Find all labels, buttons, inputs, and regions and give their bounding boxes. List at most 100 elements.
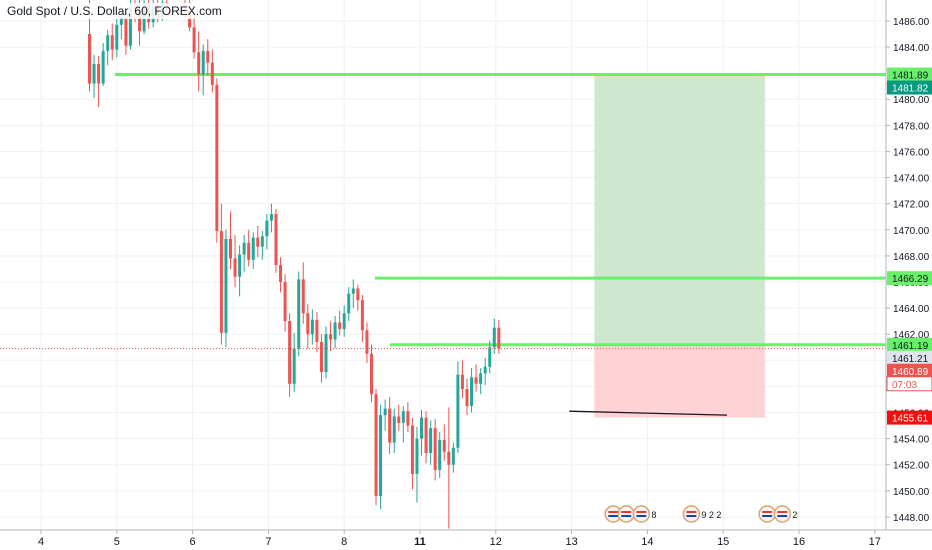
- price-label-badge[interactable]: [887, 350, 932, 365]
- candle-body: [274, 214, 278, 265]
- trend-line[interactable]: [569, 410, 728, 416]
- price-tick-label: 1454.00: [893, 435, 930, 446]
- candle-body: [415, 438, 419, 474]
- flag-stripe: [621, 515, 632, 517]
- candle-body: [369, 353, 373, 395]
- price-tick-label: 1450.00: [893, 487, 930, 498]
- price-label-badge[interactable]: [887, 363, 932, 378]
- time-axis-bg: [0, 530, 932, 550]
- candle-body: [438, 439, 442, 470]
- price-label-text: 1461.21: [892, 354, 929, 365]
- candle-body: [406, 411, 410, 426]
- candle-body: [488, 347, 492, 367]
- candle-body: [197, 52, 201, 75]
- candle-body: [424, 417, 428, 453]
- candle-body: [265, 220, 269, 237]
- price-label-badge[interactable]: [887, 271, 932, 286]
- time-tick-label: 16: [793, 536, 805, 548]
- candle-body: [229, 238, 232, 259]
- flag-icon: [682, 505, 701, 523]
- candle-body: [106, 35, 110, 51]
- candle-body: [356, 288, 360, 301]
- flag-stripe: [636, 511, 647, 513]
- candle-body: [306, 313, 310, 335]
- candle-body: [260, 236, 264, 247]
- candle-body: [465, 389, 469, 406]
- candle-body: [379, 415, 383, 497]
- price-tick-label: 1476.00: [893, 147, 930, 158]
- candle-body: [192, 27, 196, 53]
- candle-body: [279, 265, 283, 282]
- time-tick-label: 17: [869, 536, 881, 548]
- event-markers[interactable]: 5289 2 2332: [604, 505, 797, 523]
- price-label-badge[interactable]: [887, 337, 932, 352]
- event-marker[interactable]: 8: [632, 505, 656, 523]
- event-marker[interactable]: 2: [773, 505, 797, 523]
- long-position-zones[interactable]: [594, 74, 765, 418]
- candle-body: [456, 374, 460, 448]
- price-label-badge[interactable]: [886, 376, 932, 392]
- candle-body: [324, 334, 328, 373]
- candle-body: [251, 237, 255, 260]
- candle-body: [119, 16, 123, 25]
- time-tick-label: 14: [641, 536, 653, 548]
- candle-body: [242, 242, 246, 255]
- price-label-text: 1481.82: [892, 84, 929, 95]
- horizontal-levels[interactable]: [115, 73, 886, 347]
- flag-stripe: [621, 511, 632, 513]
- candle-body: [429, 428, 433, 453]
- candle-body: [247, 242, 251, 260]
- price-tick-label: 1474.00: [893, 174, 930, 185]
- candle-body: [365, 330, 369, 354]
- flag-stripe: [762, 511, 773, 513]
- candle-body: [492, 327, 496, 348]
- candle-body: [479, 373, 483, 384]
- profit-zone[interactable]: [594, 74, 765, 345]
- price-tick-label: 1470.00: [893, 226, 930, 237]
- candle-body: [288, 321, 292, 384]
- candlestick-series: [88, 0, 501, 529]
- price-label-badge[interactable]: [887, 80, 932, 95]
- candle-body: [410, 425, 414, 474]
- price-label-text: 1455.61: [892, 414, 929, 425]
- candle-body: [138, 11, 142, 32]
- candle-body: [92, 63, 96, 84]
- loss-zone[interactable]: [594, 344, 765, 418]
- candle-body: [297, 279, 301, 349]
- price-label-badge[interactable]: [887, 67, 932, 82]
- flag-icon: [632, 505, 651, 523]
- candle-body: [219, 231, 223, 333]
- chart-title: Gold Spot / U.S. Dollar, 60, FOREX.com: [5, 3, 224, 19]
- candle-body: [442, 439, 446, 452]
- flag-stripe: [686, 511, 697, 513]
- flag-stripe: [636, 515, 647, 517]
- candle-body: [383, 408, 387, 416]
- price-tick-label: 1448.00: [893, 513, 930, 524]
- candle-body: [283, 281, 287, 322]
- flag-stripe: [777, 515, 788, 517]
- price-tick-label: 1464.00: [893, 304, 930, 315]
- price-label-badge[interactable]: [887, 410, 932, 425]
- price-tick-label: 1472.00: [893, 200, 930, 211]
- price-tick-label: 1478.00: [893, 121, 930, 132]
- candle-body: [447, 451, 451, 465]
- chart-drawings[interactable]: [0, 348, 886, 416]
- candle-body: [88, 33, 92, 84]
- time-tick-label: 5: [114, 536, 120, 548]
- time-tick-label: 12: [490, 536, 502, 548]
- candle-body: [224, 238, 228, 333]
- candle-body: [110, 35, 114, 50]
- candle-body: [374, 394, 378, 497]
- flag-stripe: [762, 515, 773, 517]
- candle-body: [206, 50, 210, 63]
- event-marker[interactable]: 9 2 2: [682, 505, 721, 523]
- time-tick-label: 4: [38, 536, 44, 548]
- price-axis[interactable]: 1448.001450.001452.001454.001456.001458.…: [885, 0, 932, 550]
- candle-body: [360, 300, 364, 331]
- time-axis[interactable]: 4 5 6 7 8 11 12 13 14 15 16 17: [0, 529, 932, 550]
- time-tick-label: 6: [190, 536, 196, 548]
- candle-body: [342, 313, 346, 329]
- candle-body: [115, 24, 119, 50]
- event-marker-count: 2: [792, 510, 797, 520]
